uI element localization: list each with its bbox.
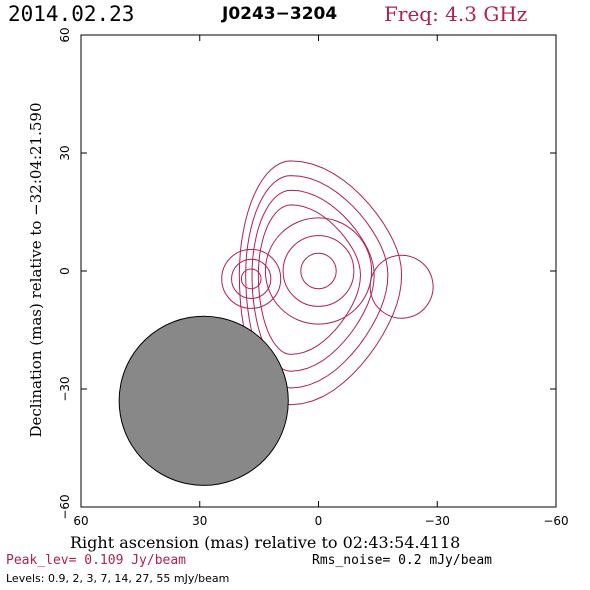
contour-level xyxy=(257,204,362,355)
y-axis-label: Declination (mas) relative to −32:04:21.… xyxy=(27,102,45,438)
contour-level-core xyxy=(300,252,337,290)
y-tick-label: −60 xyxy=(58,494,72,519)
source-name: J0243−3204 xyxy=(222,4,338,24)
contour-levels: Levels: 0.9, 2, 3, 7, 14, 27, 55 mJy/bea… xyxy=(6,572,230,585)
contour-level-component xyxy=(231,258,272,300)
contour-level-core xyxy=(264,217,373,325)
x-tick-label: −60 xyxy=(543,514,568,528)
x-axis-label: Right ascension (mas) relative to 02:43:… xyxy=(70,533,461,552)
y-tick-label: 0 xyxy=(58,267,72,275)
y-tick-label: −30 xyxy=(58,376,72,401)
x-tick-label: 60 xyxy=(73,514,88,528)
contour-level-component xyxy=(221,248,282,309)
rms-noise: Rms_noise= 0.2 mJy/beam xyxy=(312,553,493,568)
axis-tick-labels: 60 30 0 −30 −60 −60 −30 0 30 60 xyxy=(58,27,569,528)
observation-date: 2014.02.23 xyxy=(8,2,135,26)
contour-level-east xyxy=(369,254,434,319)
frequency-label: Freq: 4.3 GHz xyxy=(384,2,528,26)
y-tick-label: 60 xyxy=(58,27,72,42)
peak-level: Peak_lev= 0.109 Jy/beam xyxy=(6,553,187,568)
contour-level-core xyxy=(282,235,355,307)
y-tick-label: 30 xyxy=(58,145,72,160)
x-tick-label: −30 xyxy=(425,514,450,528)
contour-level-component xyxy=(240,268,262,290)
beam-ellipse xyxy=(118,315,289,486)
x-tick-label: 30 xyxy=(192,514,207,528)
axis-ticks xyxy=(80,34,557,508)
x-tick-label: 0 xyxy=(315,514,323,528)
contour-lines xyxy=(221,160,434,406)
